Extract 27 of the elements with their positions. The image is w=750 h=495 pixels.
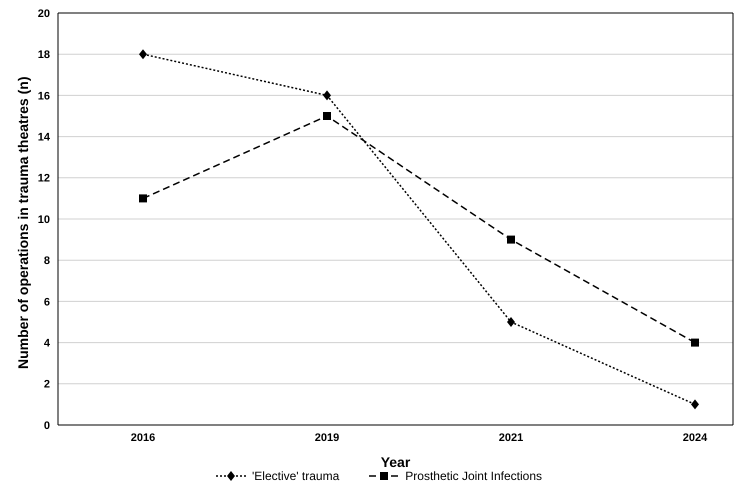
x-tick-label: 2024 [682,432,708,444]
x-tick-label: 2021 [498,432,524,444]
y-tick-label: 18 [38,49,50,62]
legend-label: Prosthetic Joint Infections [405,469,542,483]
point [139,49,147,60]
point [691,399,699,410]
y-axis-title: Number of operations in trauma theatres (n) [14,76,31,369]
x-axis-title: Year [380,454,411,470]
y-tick-label: 0 [44,420,50,432]
y-tick-label: 10 [38,214,50,226]
x-tick-label: 2016 [130,432,156,444]
y-tick-label: 20 [38,8,50,20]
point [691,338,699,347]
y-tick-label: 14 [38,132,51,144]
point [507,317,515,327]
y-tick-label: 6 [44,296,50,308]
point [323,112,331,120]
y-tick-label: 16 [38,90,50,102]
point [139,194,147,202]
point [323,90,331,100]
y-tick-label: 12 [38,172,50,185]
legend-label: 'Elective' trauma [252,469,340,483]
y-tick-label: 2 [44,378,50,391]
x-tick-label: 2019 [314,432,340,444]
y-tick-label: 4 [44,338,51,350]
y-tick-label: 8 [44,255,50,268]
point [507,236,515,244]
